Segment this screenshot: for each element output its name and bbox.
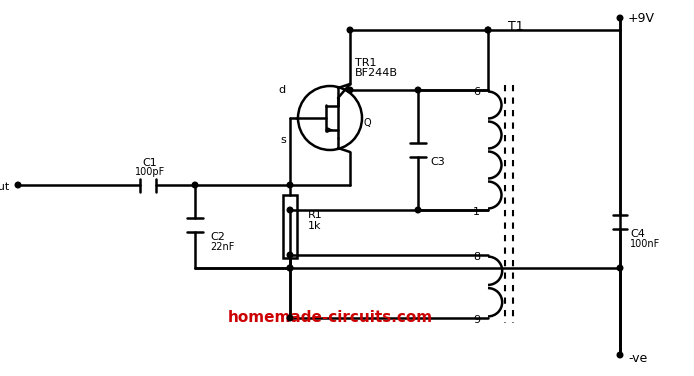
Circle shape <box>287 265 293 271</box>
Text: 8: 8 <box>473 252 480 262</box>
Text: C1: C1 <box>143 158 158 168</box>
Text: T1: T1 <box>508 20 524 32</box>
Text: TR1: TR1 <box>355 58 377 68</box>
Circle shape <box>347 27 353 33</box>
Circle shape <box>287 315 293 321</box>
Bar <box>283 195 297 258</box>
Text: Q: Q <box>364 118 371 128</box>
Text: s: s <box>280 135 286 145</box>
Circle shape <box>485 27 491 33</box>
Text: 1: 1 <box>473 207 480 217</box>
Text: homemade-circuits.com: homemade-circuits.com <box>228 311 432 326</box>
Text: +9V: +9V <box>628 12 655 24</box>
Circle shape <box>192 182 198 188</box>
Circle shape <box>617 352 623 358</box>
Text: BF244B: BF244B <box>355 68 398 78</box>
Text: 100pF: 100pF <box>135 167 165 177</box>
Text: C2: C2 <box>210 232 225 242</box>
Text: -ve: -ve <box>628 352 648 364</box>
Text: d: d <box>279 85 286 95</box>
Text: C3: C3 <box>430 157 445 167</box>
Circle shape <box>15 182 21 188</box>
Text: 6: 6 <box>473 87 480 97</box>
Circle shape <box>617 265 623 271</box>
Text: C4: C4 <box>630 229 645 239</box>
Circle shape <box>415 87 421 93</box>
Text: 1k: 1k <box>308 221 321 231</box>
Circle shape <box>485 27 491 33</box>
Text: 100nF: 100nF <box>630 239 660 249</box>
Circle shape <box>347 87 353 93</box>
Circle shape <box>617 15 623 21</box>
Text: 22nF: 22nF <box>210 242 235 252</box>
Circle shape <box>287 182 293 188</box>
Text: R1: R1 <box>308 210 323 220</box>
Text: Out: Out <box>0 182 10 192</box>
Circle shape <box>415 207 421 213</box>
Circle shape <box>287 252 293 258</box>
Circle shape <box>287 265 293 271</box>
Circle shape <box>287 207 293 213</box>
Text: 9: 9 <box>473 315 480 325</box>
